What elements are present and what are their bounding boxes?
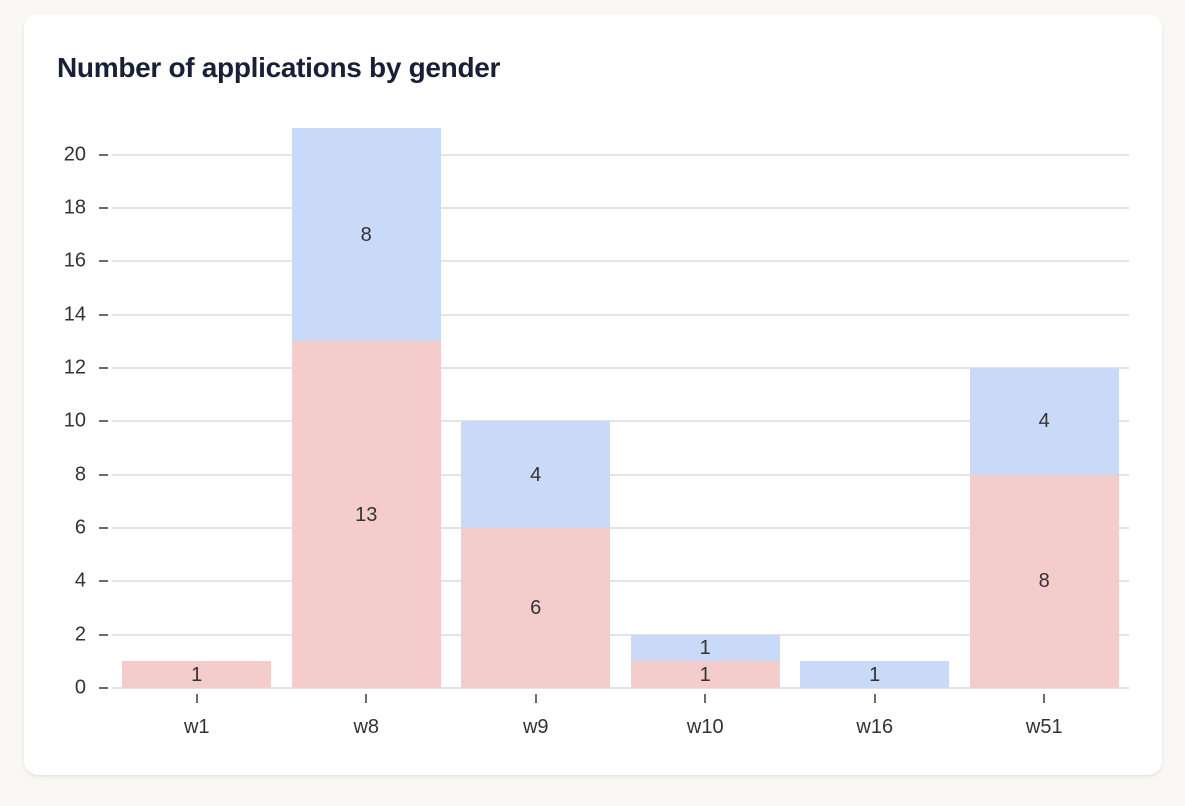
bar-value-label: 13 xyxy=(355,503,378,526)
x-axis-category-label: w10 xyxy=(686,716,724,738)
y-axis-tick-label: 16 xyxy=(63,249,86,272)
y-axis-tick-label: 8 xyxy=(74,463,86,486)
y-axis-tick xyxy=(99,473,108,476)
chart-title: Number of applications by gender xyxy=(57,52,501,83)
x-axis-tick xyxy=(1043,694,1046,703)
bar-w16: 1 xyxy=(800,128,950,688)
bar-w8: 13 8 xyxy=(291,128,441,688)
x-axis-category-label: w16 xyxy=(856,716,894,738)
bar-value-label: 1 xyxy=(699,663,711,686)
gridline xyxy=(112,420,1129,423)
x-axis-category-label: w1 xyxy=(183,716,210,738)
bar-value-label: 8 xyxy=(360,223,372,246)
x-axis-tick xyxy=(195,694,198,703)
y-axis-tick-label: 10 xyxy=(63,409,86,432)
bar-value-label: 1 xyxy=(869,663,881,686)
y-axis: 0 2 4 6 8 10 12 14 16 18 20 xyxy=(24,128,86,698)
gridline xyxy=(112,367,1129,369)
x-axis-tick xyxy=(704,694,707,703)
y-axis-tick-label: 6 xyxy=(74,516,86,539)
gridline xyxy=(112,313,1129,316)
y-axis-tick xyxy=(99,420,108,423)
bar-segment-blue-w9[interactable]: 4 xyxy=(461,421,611,528)
gridline xyxy=(112,527,1129,529)
x-axis-category-label: w8 xyxy=(353,716,380,738)
y-axis-tick-label: 12 xyxy=(63,356,86,379)
bar-band-w10: 1 1 w10 xyxy=(621,128,791,738)
y-axis-tick xyxy=(99,367,108,369)
y-axis-tick-label: 18 xyxy=(63,196,86,219)
gridline xyxy=(112,260,1129,263)
bar-band-w1: 1 w1 xyxy=(112,128,282,738)
gridline xyxy=(112,153,1129,156)
bar-value-label: 4 xyxy=(530,463,542,486)
y-axis-tick-label: 0 xyxy=(74,676,86,699)
y-axis-tick-label: 4 xyxy=(74,569,86,592)
bar-value-label: 4 xyxy=(1038,410,1050,433)
y-axis-tick-label: 14 xyxy=(63,303,86,326)
y-axis-tick xyxy=(99,527,108,529)
bar-segment-blue-w10[interactable]: 1 xyxy=(630,634,780,662)
bar-band-w8: 13 8 w8 xyxy=(282,128,452,738)
bar-segment-blue-w16[interactable]: 1 xyxy=(800,661,950,688)
y-axis-tick xyxy=(99,633,108,636)
chart-card: Number of applications by gender 0 2 4 6 8 10… xyxy=(24,14,1162,775)
bar-segment-pink-w8[interactable]: 13 xyxy=(291,341,441,688)
y-axis-tick xyxy=(99,687,108,689)
y-axis-tick xyxy=(99,153,108,156)
x-axis-category-label: w9 xyxy=(522,716,549,738)
bar-band-w16: 1 w16 xyxy=(790,128,960,738)
bar-value-label: 8 xyxy=(1038,570,1050,593)
y-axis-tick xyxy=(99,207,108,209)
x-axis-category-label: w51 xyxy=(1025,716,1063,738)
gridline xyxy=(112,580,1129,583)
bar-band-w9: 6 4 w9 xyxy=(451,128,621,738)
gridline xyxy=(112,687,1129,689)
bar-segment-pink-w9[interactable]: 6 xyxy=(461,528,611,688)
bar-segment-blue-w51[interactable]: 4 xyxy=(969,368,1119,475)
gridline xyxy=(112,473,1129,476)
bar-segment-pink-w1[interactable]: 1 xyxy=(122,661,272,688)
x-axis-tick xyxy=(873,694,876,703)
gridline xyxy=(112,633,1129,636)
y-axis-tick xyxy=(99,260,108,263)
x-axis-tick xyxy=(534,694,537,703)
y-axis-tick xyxy=(99,313,108,316)
bar-band-w51: 8 4 w51 xyxy=(960,128,1130,738)
bar-segment-blue-w8[interactable]: 8 xyxy=(291,128,441,342)
y-axis-tick xyxy=(99,580,108,583)
y-axis-tick-label: 20 xyxy=(63,143,86,166)
bar-segment-pink-w51[interactable]: 8 xyxy=(969,474,1119,688)
y-axis-tick-label: 2 xyxy=(74,623,86,646)
bar-value-label: 1 xyxy=(699,637,711,660)
bar-segment-pink-w10[interactable]: 1 xyxy=(630,661,780,688)
gridline xyxy=(112,207,1129,209)
bar-value-label: 6 xyxy=(530,597,542,619)
bar-chart-plot: 1 w1 13 8 w8 6 4 w9 1 1 w10 1 w16 8 4 w51 xyxy=(99,128,1130,738)
bar-w1: 1 xyxy=(122,128,272,688)
x-axis-tick xyxy=(365,694,368,703)
bar-value-label: 1 xyxy=(191,663,203,686)
